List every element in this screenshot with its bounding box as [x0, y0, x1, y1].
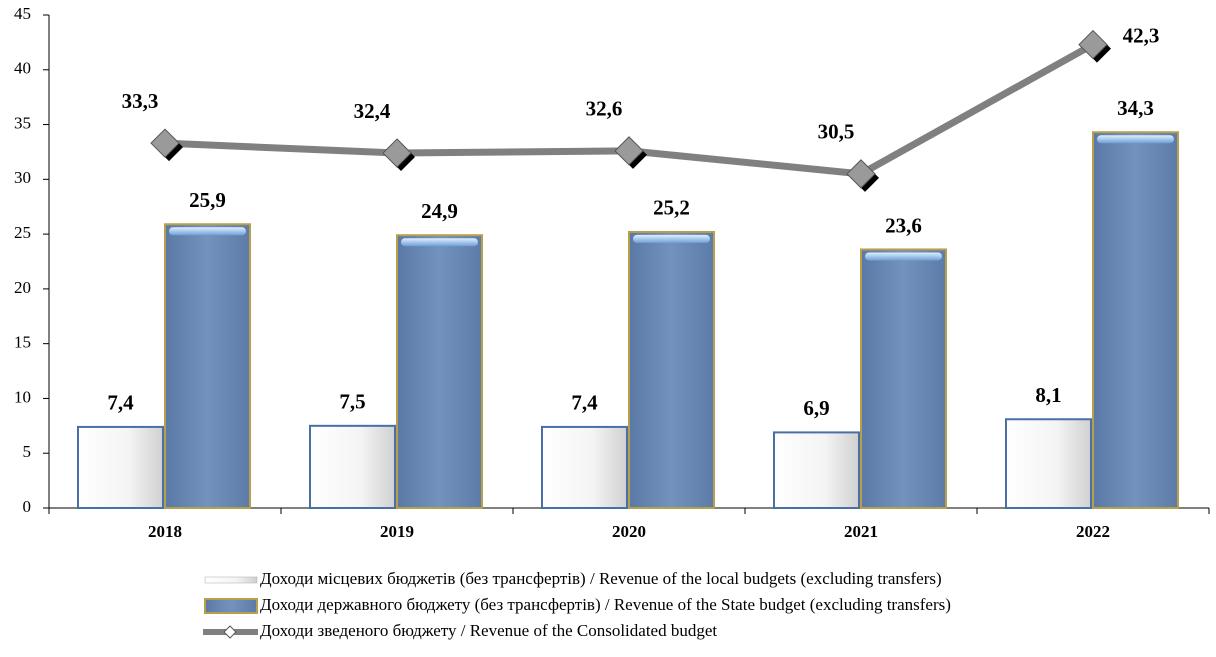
x-tick-label: 2021 — [844, 522, 878, 541]
y-tick-label: 10 — [14, 387, 31, 406]
marker — [1078, 29, 1108, 60]
bar-highlight — [1097, 135, 1174, 144]
bar — [773, 431, 860, 510]
value-label: 32,6 — [586, 97, 623, 121]
value-label: 25,9 — [189, 188, 226, 212]
bar — [1005, 418, 1092, 510]
x-tick-label: 2019 — [380, 522, 414, 541]
y-tick-label: 40 — [14, 59, 31, 78]
x-tick-label: 2020 — [612, 522, 646, 541]
value-label: 6,9 — [803, 396, 829, 420]
bar — [1092, 131, 1179, 509]
value-label: 25,2 — [653, 196, 690, 220]
bar — [541, 425, 628, 510]
legend-swatch — [204, 576, 258, 584]
bar-highlight — [633, 234, 710, 243]
bar — [396, 234, 483, 509]
value-label: 34,3 — [1117, 96, 1154, 120]
legend-swatch — [204, 598, 258, 614]
value-label: 23,6 — [885, 213, 922, 237]
value-label: 30,5 — [818, 120, 855, 144]
bar-highlight — [169, 227, 246, 236]
y-tick-label: 15 — [14, 333, 31, 352]
marker — [150, 128, 180, 158]
marker — [382, 138, 412, 168]
x-tick-label: 2018 — [148, 522, 182, 541]
legend-label: Доходи місцевих бюджетів (без трансферті… — [260, 569, 942, 588]
y-tick-label: 30 — [14, 168, 31, 187]
y-tick-label: 25 — [14, 223, 31, 242]
bar — [628, 230, 715, 509]
bar-highlight — [401, 238, 478, 247]
marker — [846, 159, 876, 189]
bar — [164, 223, 251, 510]
value-label: 8,1 — [1035, 383, 1061, 407]
value-label: 7,5 — [339, 390, 365, 414]
y-tick-label: 0 — [23, 497, 32, 516]
y-tick-label: 35 — [14, 113, 31, 132]
value-label: 24,9 — [421, 199, 458, 223]
bar — [77, 425, 164, 510]
bar-highlight — [865, 252, 942, 261]
value-label: 7,4 — [571, 391, 598, 415]
legend-label: Доходи зведеного бюджету / Revenue of th… — [260, 621, 717, 640]
value-label: 42,3 — [1123, 23, 1160, 47]
bar — [860, 248, 947, 509]
y-tick-label: 45 — [14, 4, 31, 23]
value-label: 7,4 — [107, 391, 134, 415]
value-label: 33,3 — [122, 89, 159, 113]
value-label: 32,4 — [354, 99, 391, 123]
bar — [309, 424, 396, 510]
y-tick-label: 20 — [14, 278, 31, 297]
marker — [614, 136, 644, 166]
x-tick-label: 2022 — [1076, 522, 1110, 541]
legend-label: Доходи державного бюджету (без трансферт… — [260, 595, 951, 614]
y-tick-label: 5 — [23, 442, 32, 461]
legend-marker — [223, 625, 237, 639]
